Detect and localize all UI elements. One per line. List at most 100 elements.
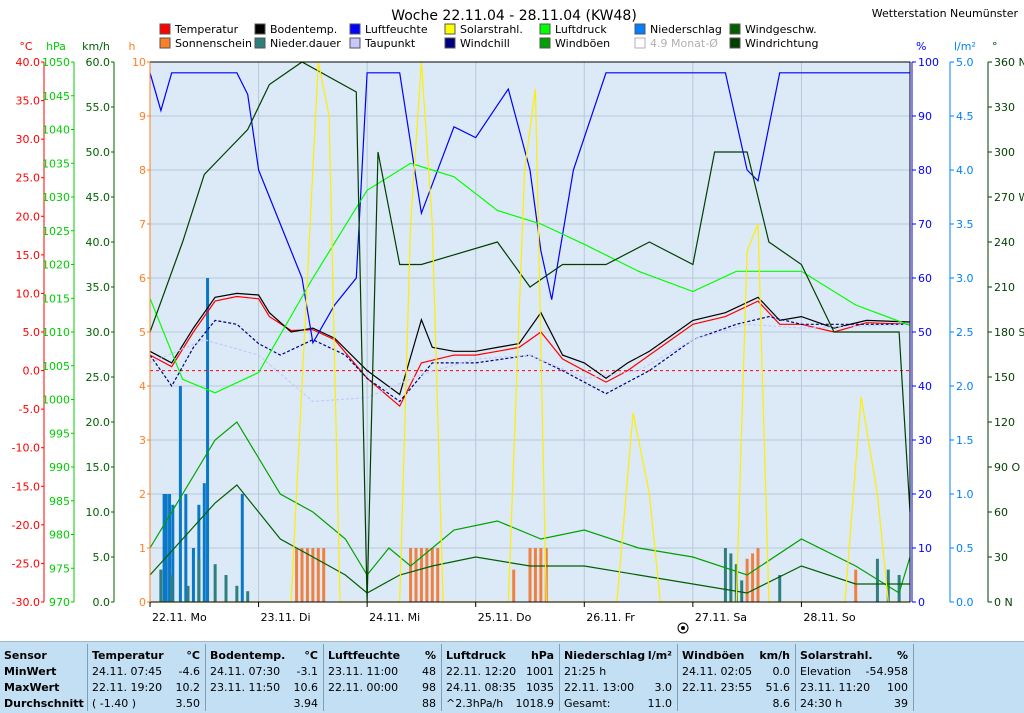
bar-nieder-dauer (723, 548, 727, 602)
axis-tick-right: 0 (918, 596, 925, 609)
series-bodentemp- (149, 292, 911, 396)
stats-max-row: 22.11. 13:00 3.0 (564, 680, 672, 696)
legend-swatch (634, 37, 646, 49)
stats-max-label: 22.11. 19:20 (92, 681, 163, 694)
axis-tick-left: 40.0 (86, 236, 111, 249)
axis-tick-x: 22.11. Mo (152, 611, 207, 624)
bar-sonnenschein (745, 558, 749, 602)
legend-swatch (634, 23, 646, 35)
axis-tick-left: 45.0 (86, 191, 111, 204)
axis-tick-right: 30 (994, 551, 1008, 564)
bar-niederschlag (168, 494, 172, 602)
axis-tick-left: 60.0 (86, 56, 111, 69)
stats-avg-label: 24:30 h (800, 697, 843, 710)
axis-tick-right: 1.5 (956, 434, 974, 447)
axis-tick-right: 100 (918, 56, 939, 69)
axis-tick-left: 25.0 (86, 371, 111, 384)
bar-niederschlag (191, 548, 195, 602)
stats-max-label: 22.11. 13:00 (564, 681, 635, 694)
axis-tick-left: 980 (49, 529, 70, 542)
stats-header-row: Niederschlag l/m² (564, 648, 672, 664)
stats-max-label: 24.11. 08:35 (446, 681, 517, 694)
axis-tick-right: 360 N (994, 56, 1024, 69)
legend-label: Windchill (460, 37, 510, 50)
stats-column: Luftfeuchte% 23.11. 11:00 48 22.11. 00:00 98… (324, 642, 442, 713)
stats-min-value: -4.6 (178, 665, 200, 678)
axis-tick-right: 210 (994, 281, 1015, 294)
bar-sonnenschein (425, 548, 429, 602)
axis-tick-left: 1040 (42, 124, 70, 137)
stats-min-row: 24.11. 07:30 -3.1 (210, 664, 318, 680)
stats-avg-value: 3.94 (293, 697, 319, 710)
stats-min-label: 23.11. 11:00 (328, 665, 399, 678)
axis-tick-left: 15.0 (86, 461, 111, 474)
axis-unit-left: °C (19, 40, 33, 53)
bar-nieder-dauer (213, 564, 217, 602)
stats-header-value: hPa (530, 649, 554, 662)
stats-max-value: 1035 (526, 681, 554, 694)
stats-max-label: 23.11. 11:50 (210, 681, 281, 694)
axis-tick-right: 0 N (994, 596, 1013, 609)
bar-sonnenschein (751, 553, 755, 602)
axis-tick-left: 1010 (42, 326, 70, 339)
axis-tick-left: 1045 (42, 90, 70, 103)
bar-nieder-dauer (197, 558, 201, 602)
column-divider (795, 644, 796, 711)
bar-sonnenschein (316, 548, 320, 602)
legend-label: Nieder.dauer (270, 37, 341, 50)
stats-header-label: Niederschlag (564, 649, 646, 662)
column-divider (559, 644, 560, 711)
bar-niederschlag (197, 504, 201, 602)
stats-min-value: -3.1 (296, 665, 318, 678)
axis-tick-right: 150 (994, 371, 1015, 384)
axis-tick-left: 30.0 (16, 133, 41, 146)
axis-tick-left: 1015 (42, 292, 70, 305)
axis-tick-right: 80 (918, 164, 932, 177)
axis-tick-right: 90 O (994, 461, 1020, 474)
stats-header-row: Luftfeuchte% (328, 648, 436, 664)
legend-label: Sonnenschein (175, 37, 252, 50)
axis-tick-right: 270 W (994, 191, 1024, 204)
stats-max-row: 23.11. 11:20 100 (800, 680, 908, 696)
axis-tick-left: 8 (139, 164, 146, 177)
legend-swatch (444, 23, 456, 35)
stats-min-row: 22.11. 12:20 1001 (446, 664, 554, 680)
scroll-marker[interactable] (677, 622, 689, 634)
stats-avg-value: 11.0 (647, 697, 673, 710)
series-windgeschw- (149, 484, 910, 594)
axis-tick-left: 1000 (42, 394, 70, 407)
bar-nieder-dauer (897, 575, 901, 602)
axis-tick-left: 30.0 (86, 326, 111, 339)
stats-avg-label: Gesamt: (564, 697, 611, 710)
axis-tick-right: 4.0 (956, 164, 974, 177)
bar-sonnenschein (295, 548, 299, 602)
stats-avg-label: ( -1.40 ) (92, 697, 137, 710)
legend-swatch (349, 23, 361, 35)
axis-tick-left: 1030 (42, 191, 70, 204)
axis-unit-right: l/m² (954, 40, 976, 53)
bar-nieder-dauer (246, 591, 250, 602)
stats-min-label: 24.11. 02:05 (682, 665, 753, 678)
bar-sonnenschein (756, 548, 760, 602)
legend-label: Luftdruck (555, 23, 607, 36)
legend-swatch (729, 37, 741, 49)
bar-sonnenschein (533, 548, 537, 602)
stats-header-value: % (896, 649, 908, 662)
legend-swatch (254, 37, 266, 49)
axis-tick-right: 60 (994, 506, 1008, 519)
bar-sonnenschein (430, 548, 434, 602)
axis-tick-left: -30.0 (12, 596, 40, 609)
column-divider (913, 644, 914, 711)
legend-swatch (159, 37, 171, 49)
stats-avg-row: Gesamt: 11.0 (564, 696, 672, 712)
stats-max-value: 98 (422, 681, 436, 694)
legend-label: Taupunkt (364, 37, 416, 50)
chart-title: Woche 22.11.04 - 28.11.04 (KW48) (391, 8, 637, 24)
bar-sonnenschein (854, 569, 858, 602)
axis-tick-left: 7 (139, 218, 146, 231)
stats-header-value: °C (186, 649, 200, 662)
bar-nieder-dauer (186, 585, 190, 602)
stats-avg-label: ^2.3hPa/h (446, 697, 504, 710)
bar-nieder-dauer (778, 575, 782, 602)
